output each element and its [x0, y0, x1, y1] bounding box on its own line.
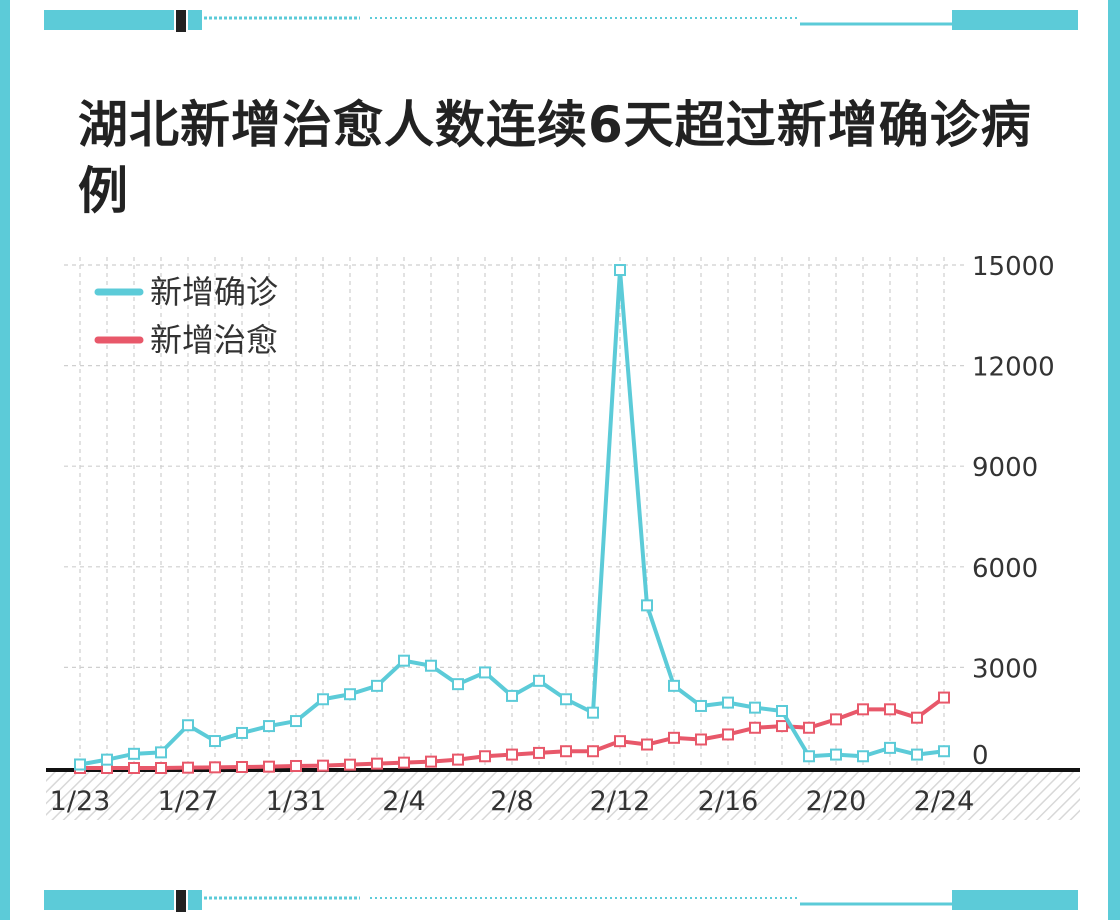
- data-point: [344, 758, 356, 771]
- x-tick-label: 2/24: [914, 786, 975, 817]
- data-point: [533, 746, 545, 759]
- data-point: [182, 719, 194, 732]
- data-point: [641, 599, 653, 612]
- data-point: [722, 728, 734, 741]
- y-tick-label: 0: [972, 741, 989, 771]
- data-point: [857, 703, 869, 716]
- data-point: [749, 701, 761, 714]
- data-point: [776, 720, 788, 733]
- data-point: [803, 721, 815, 734]
- x-tick-label: 1/23: [50, 786, 111, 817]
- data-point: [101, 753, 113, 766]
- data-point: [884, 703, 896, 716]
- x-tick-label: 1/31: [266, 786, 327, 817]
- data-point: [506, 748, 518, 761]
- data-point: [938, 745, 950, 758]
- data-point: [425, 659, 437, 672]
- data-point: [560, 693, 572, 706]
- data-point: [398, 756, 410, 769]
- y-tick-label: 15000: [972, 252, 1055, 282]
- data-point: [776, 704, 788, 717]
- data-point: [182, 761, 194, 774]
- x-tick-label: 2/4: [382, 786, 425, 817]
- data-point: [587, 706, 599, 719]
- data-point: [803, 750, 815, 763]
- data-point: [128, 762, 140, 774]
- chart-title: 湖北新增治愈人数连续6天超过新增确诊病例: [78, 96, 1032, 220]
- data-point: [614, 264, 626, 277]
- data-point: [830, 748, 842, 761]
- data-point: [884, 741, 896, 754]
- data-point: [209, 735, 221, 748]
- data-point: [830, 713, 842, 726]
- data-point: [263, 760, 275, 773]
- data-point: [290, 759, 302, 772]
- data-point: [722, 696, 734, 709]
- data-point: [371, 679, 383, 692]
- x-tick-label: 2/20: [806, 786, 867, 817]
- y-axis: 0 3000 6000 9000 12000 15000: [972, 252, 1055, 771]
- data-point: [641, 738, 653, 751]
- data-point: [209, 761, 221, 774]
- data-point: [263, 720, 275, 733]
- data-point: [911, 711, 923, 724]
- series-group: [74, 264, 950, 774]
- legend-label: 新增确诊: [150, 273, 278, 311]
- x-axis: 1/23 1/27 1/31 2/4 2/8 2/12 2/16 2/20 2/24: [50, 786, 975, 817]
- data-point: [911, 748, 923, 761]
- bottom-decoration: [44, 890, 1078, 912]
- data-point: [128, 747, 140, 760]
- data-point: [506, 689, 518, 702]
- data-point: [533, 674, 545, 687]
- data-point: [614, 735, 626, 748]
- data-point: [398, 654, 410, 667]
- x-tick-label: 2/16: [698, 786, 759, 817]
- y-tick-label: 6000: [972, 554, 1038, 584]
- data-point: [452, 678, 464, 691]
- x-tick-label: 2/8: [490, 786, 533, 817]
- data-point: [344, 688, 356, 701]
- y-tick-label: 12000: [972, 353, 1055, 383]
- data-point: [317, 759, 329, 772]
- data-point: [695, 699, 707, 712]
- legend-label: 新增治愈: [150, 321, 278, 359]
- data-point: [749, 721, 761, 734]
- data-point: [317, 693, 329, 706]
- data-point: [425, 755, 437, 768]
- data-point: [371, 757, 383, 770]
- data-point: [236, 726, 248, 739]
- y-tick-label: 9000: [972, 453, 1038, 483]
- data-point: [290, 715, 302, 728]
- top-decoration: [44, 10, 1078, 32]
- data-point: [155, 746, 167, 759]
- data-point: [857, 750, 869, 763]
- data-point: [668, 679, 680, 692]
- data-point: [587, 745, 599, 758]
- data-point: [560, 745, 572, 758]
- y-tick-label: 3000: [972, 654, 1038, 684]
- data-point: [479, 666, 491, 679]
- data-point: [155, 762, 167, 774]
- data-point: [695, 733, 707, 746]
- x-tick-label: 1/27: [158, 786, 219, 817]
- data-point: [452, 753, 464, 766]
- data-point: [74, 758, 86, 771]
- x-tick-label: 2/12: [590, 786, 651, 817]
- data-point: [668, 731, 680, 744]
- data-point: [938, 691, 950, 704]
- x-axis-band: [46, 772, 1080, 820]
- data-point: [479, 750, 491, 763]
- data-point: [236, 760, 248, 773]
